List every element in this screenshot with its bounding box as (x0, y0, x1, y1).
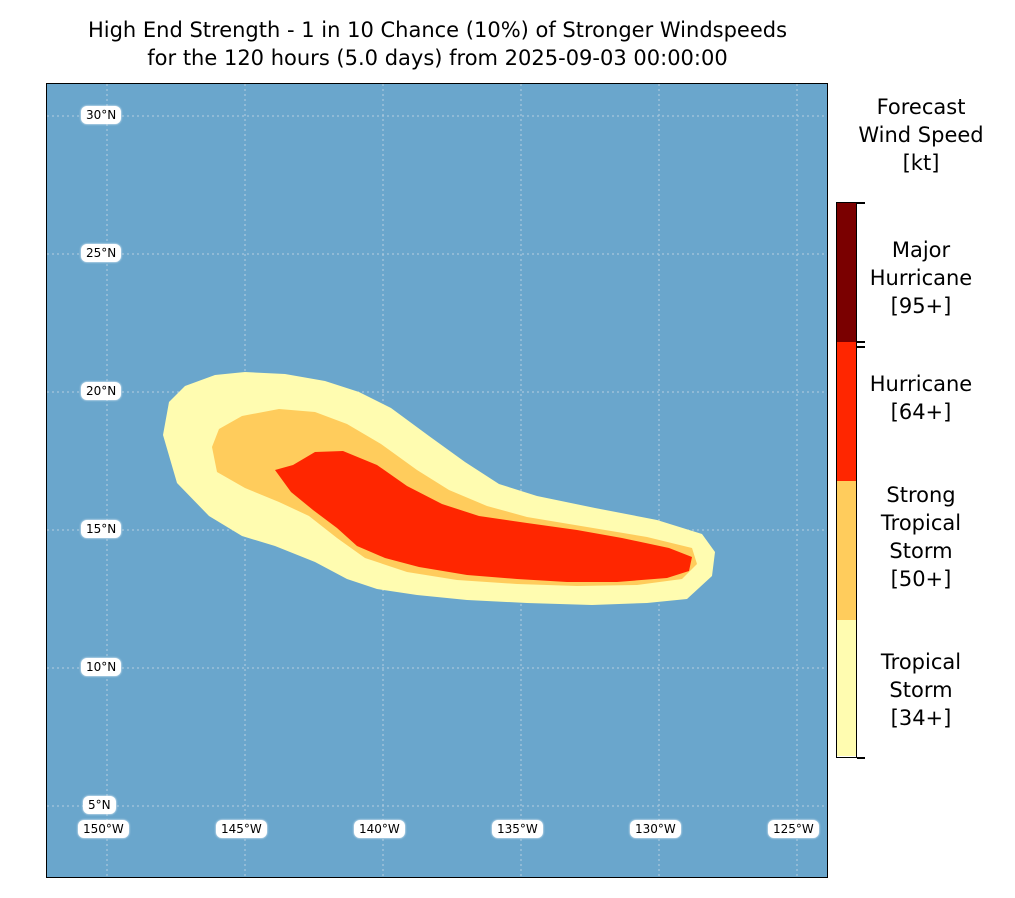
colorbar-label-strong-tropical-storm: Strong Tropical Storm [50+] (840, 481, 1002, 593)
label-line: Hurricane (869, 372, 973, 396)
colorbar-tick (857, 202, 865, 204)
label-line: Hurricane (869, 266, 973, 290)
colorbar-segment-tropical-storm (837, 620, 856, 756)
lon-label-125w: 125°W (768, 820, 819, 838)
lat-label-5n: 5°N (83, 796, 116, 814)
map-canvas (47, 84, 827, 877)
colorbar-segment-strong-tropical-storm (837, 481, 856, 620)
title-line-1: High End Strength - 1 in 10 Chance (10%)… (87, 18, 788, 42)
colorbar-label-hurricane: Hurricane [64+] (840, 370, 1002, 426)
label-line: [64+] (890, 400, 952, 424)
colorbar-label-major-hurricane: Major Hurricane [95+] (840, 236, 1002, 320)
lat-label-30n: 30°N (81, 106, 122, 124)
colorbar-label-tropical-storm: Tropical Storm [34+] (840, 648, 1002, 732)
lat-label-15n: 15°N (81, 520, 122, 538)
colorbar-title-line: Wind Speed (858, 123, 984, 147)
lon-label-145w: 145°W (216, 820, 267, 838)
lon-label-130w: 130°W (630, 820, 681, 838)
lon-label-140w: 140°W (354, 820, 405, 838)
map-panel[interactable]: 30°N 25°N 20°N 15°N 10°N 5°N 150°W 145°W… (46, 83, 828, 878)
colorbar-title: Forecast Wind Speed [kt] (836, 93, 1006, 177)
colorbar-tick (857, 346, 865, 348)
label-line: Tropical (880, 511, 962, 535)
title-line-2: for the 120 hours (5.0 days) from 2025-0… (147, 46, 728, 70)
colorbar-tick (857, 757, 865, 759)
colorbar-title-line: Forecast (876, 95, 966, 119)
colorbar-segment-hurricane (837, 342, 856, 481)
lon-label-135w: 135°W (492, 820, 543, 838)
label-line: Major (891, 238, 951, 262)
wind-swath-hurricane (275, 451, 692, 582)
label-line: Tropical (880, 650, 962, 674)
label-line: Storm (889, 678, 953, 702)
lat-label-20n: 20°N (81, 382, 122, 400)
label-line: Storm (889, 539, 953, 563)
lon-label-150w: 150°W (78, 820, 129, 838)
label-line: [50+] (890, 567, 952, 591)
lat-label-10n: 10°N (81, 658, 122, 676)
lat-label-25n: 25°N (81, 244, 122, 262)
chart-title: High End Strength - 1 in 10 Chance (10%)… (0, 16, 875, 72)
colorbar-title-line: [kt] (902, 151, 940, 175)
label-line: [34+] (890, 706, 952, 730)
colorbar (836, 202, 857, 758)
colorbar-tick (857, 341, 865, 343)
colorbar-segment-major-hurricane (837, 203, 856, 342)
label-line: Strong (886, 483, 956, 507)
label-line: [95+] (890, 294, 952, 318)
